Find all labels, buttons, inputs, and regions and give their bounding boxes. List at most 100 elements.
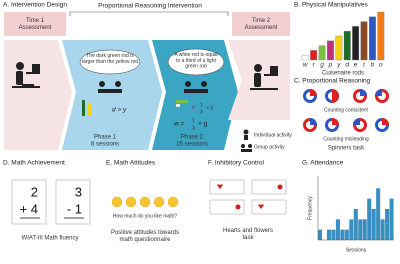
legend-label: Individual activity [254,132,292,138]
rod-letter: e [354,62,358,69]
faces [111,196,179,208]
panel-title: D. Math Achievement [3,160,65,167]
person-icon [12,62,40,88]
group-icon [184,81,208,93]
equation: 3 [192,125,195,131]
rod-letter: p [328,62,333,69]
time1: Time 1 Assessment [19,18,52,31]
number: 3 [75,184,82,199]
caption: Cuisenaire rods [322,71,364,77]
rod [301,55,309,61]
speech-bubble [167,48,225,76]
number: 2 [31,184,38,199]
rod [343,31,351,61]
number: - 1 [67,201,82,216]
x-axis-label: Sessions [346,247,367,253]
time2-box [232,12,290,36]
bar [331,229,336,240]
rod-letter: g [320,62,324,69]
equation: 3 [200,109,203,115]
bar [385,209,390,240]
bar [344,229,349,240]
card [11,179,47,225]
bar [376,188,381,240]
bar [353,209,358,240]
bubble-text: A white rod is equal to a third of a ligh… [174,52,217,70]
rod [88,104,91,116]
bar [340,229,345,240]
person-icon-2 [250,64,278,90]
spinner-label: Counting misleading [323,136,369,142]
equation: × 3 [206,105,213,111]
equation: × g [198,121,208,128]
bar [349,219,354,240]
bar [362,219,367,240]
sessions: 16 sessions [176,142,208,148]
time1-chevron [4,40,72,150]
time2: Time 2 Assessment [245,18,278,31]
card [55,179,91,225]
speech-bubble [79,49,141,75]
phase: Phase 2 [181,135,204,141]
panel-title: C. Proportional Reasoning [294,78,371,85]
panel-title: G. Attendance [302,160,344,167]
panel-a-shapes [4,11,290,152]
histogram [318,188,394,240]
bracket [69,11,229,16]
intervention: Proportional Reasoning Intervention [98,3,202,10]
group-icon [98,81,122,93]
panel-title: A. Intervention Design [3,2,67,9]
spinner-label: Counting consistent [324,107,369,113]
bar [358,219,363,240]
phase: Phase 1 [94,135,117,141]
time1-box [4,12,66,36]
rod [352,26,360,61]
rod [175,103,181,108]
legend-icons [241,129,252,152]
rod [176,100,188,103]
bubble-text: The dark green rod is larger than the yel… [82,53,138,65]
rod-letter: b [371,62,375,69]
panel-title: B. Physical Manipulatives [294,2,368,9]
bar [326,229,332,240]
bar [318,229,323,240]
rod-letter: w [303,62,309,69]
rod [369,16,376,61]
rod-letter: d [345,62,349,69]
caption: Spinners task [328,146,365,152]
caption: Positive attitudes towards math questionn… [111,230,179,243]
bar [335,219,340,240]
equation: d > y [112,107,127,114]
caption: WIAT-III Math fluency [22,236,79,242]
equation: w = [173,121,185,128]
equation: 1 [192,117,195,123]
bar [367,198,372,240]
bar [371,209,376,240]
bar [389,198,394,240]
rod-letter: r [313,62,316,69]
rod [318,45,326,61]
rod-letter: y [336,62,341,69]
rod-letter: t [363,62,366,69]
number: + 4 [20,201,38,216]
rod [360,21,368,61]
panel-title: E. Math Attitudes [106,160,156,167]
hearts-flowers [209,179,287,215]
rod [327,40,334,61]
panel-title: F. Inhibitory Control [208,160,265,167]
spinners [303,89,389,132]
y-axis-label: Frequency [307,196,313,220]
sessions: 8 sessions [91,142,119,148]
equation: = [192,105,195,111]
caption: Hearts and flowers task [223,228,273,241]
rod [335,35,343,61]
question: How much do you like math? [113,213,177,219]
bar [380,219,385,240]
rod [377,11,385,61]
rod [310,50,318,61]
legend-label: Group activity [254,144,285,150]
equation: 1 [200,102,203,108]
rod [82,100,85,116]
